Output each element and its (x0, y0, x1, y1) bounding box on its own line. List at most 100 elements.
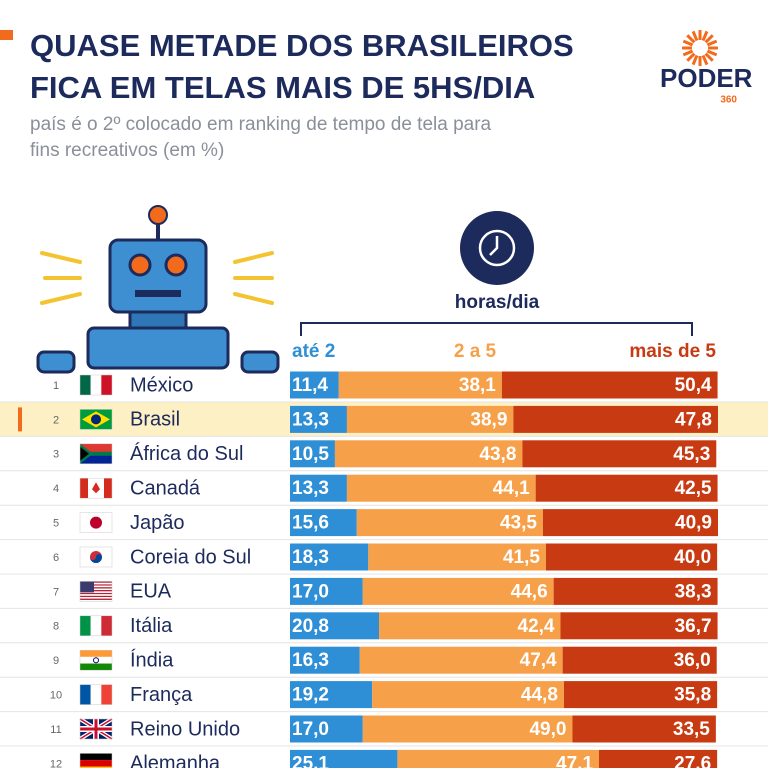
flag (101, 615, 112, 636)
bar-segment (290, 509, 357, 537)
rank: 2 (53, 414, 59, 426)
value-label: 44,6 (511, 581, 548, 602)
logo-icon (682, 30, 718, 66)
title: FICA EM TELAS MAIS DE 5HS/DIA (30, 70, 535, 105)
value-label: 47,1 (556, 753, 593, 768)
flag-icon (79, 512, 113, 533)
country-label: Alemanha (130, 753, 221, 768)
legend-label: 2 a 5 (454, 341, 497, 362)
flag (80, 597, 112, 599)
value-label: 17,0 (292, 719, 329, 740)
accent-bar (0, 30, 13, 40)
flag (80, 684, 91, 705)
country-label: Japão (130, 512, 185, 534)
flag (80, 581, 112, 583)
bar-segment (542, 509, 718, 537)
value-label: 20,8 (292, 616, 329, 637)
value-label: 25,1 (292, 753, 329, 768)
logo-ray (701, 54, 709, 66)
bar-segment (290, 440, 335, 468)
country-label: Brasil (130, 409, 180, 431)
logo: PODER (660, 63, 753, 93)
clock-face (478, 229, 516, 267)
flag (80, 585, 112, 588)
flag (80, 478, 88, 499)
flag (90, 684, 102, 705)
flag (104, 478, 112, 499)
title: QUASE METADE DOS BRASILEIROS (30, 28, 574, 63)
flag (80, 594, 112, 596)
country-label: EUA (130, 581, 172, 603)
country-label: França (130, 684, 193, 706)
flag-border (79, 684, 113, 705)
flag (80, 592, 112, 595)
value-label: 50,4 (675, 375, 712, 396)
flag (80, 375, 91, 395)
flag (93, 657, 99, 664)
value-label: 47,4 (520, 650, 557, 671)
flag-border (79, 649, 113, 671)
bar-segment (535, 474, 718, 502)
value-label: 44,1 (493, 478, 530, 499)
flag (90, 615, 102, 636)
value-label: 19,2 (292, 685, 329, 706)
country-label: Índia (130, 648, 174, 671)
flag-icon (79, 477, 113, 499)
bar-segment (563, 681, 718, 709)
logo-ray (704, 52, 714, 62)
country-label: África do Sul (130, 442, 243, 465)
bar-segment (290, 474, 347, 502)
bar-segment (290, 646, 360, 674)
bar-segment (562, 646, 717, 674)
flag (91, 414, 101, 425)
value-label: 13,3 (292, 409, 329, 430)
legend-label: até 2 (292, 341, 335, 362)
flag (80, 663, 112, 671)
flag-border (79, 443, 113, 465)
rank: 9 (53, 655, 59, 667)
flag (90, 516, 102, 529)
flag-border (79, 718, 113, 740)
logo-sub: 360 (720, 95, 737, 106)
value-label: 16,3 (292, 650, 329, 671)
bar-segment (522, 440, 717, 468)
flag-icon (79, 581, 113, 602)
bracket (300, 322, 693, 336)
flag (80, 587, 112, 589)
flag (80, 588, 112, 590)
subtitle: país é o 2º colocado em ranking de tempo… (30, 114, 492, 135)
value-label: 42,4 (518, 616, 555, 637)
bar-segment (513, 405, 718, 433)
value-label: 18,3 (292, 547, 329, 568)
flag-border (79, 374, 113, 396)
value-label: 38,1 (459, 375, 496, 396)
flag (92, 482, 100, 494)
flag (80, 753, 112, 761)
flag (80, 451, 112, 456)
logo-ray (686, 34, 696, 44)
value-label: 44,8 (521, 685, 558, 706)
value-label: 11,4 (292, 375, 328, 396)
value-label: 17,0 (292, 581, 329, 602)
clock-hands (489, 236, 499, 256)
flag (80, 766, 112, 768)
rank: 8 (53, 621, 59, 633)
bar-segment (379, 612, 561, 640)
flag (80, 453, 112, 464)
value-label: 33,5 (673, 719, 710, 740)
rank: 5 (53, 518, 59, 530)
value-label: 49,0 (529, 719, 566, 740)
flag-icon (79, 753, 113, 768)
value-label: 13,3 (292, 478, 329, 499)
rank: 10 (50, 690, 62, 702)
country-label: Itália (130, 615, 173, 637)
flag (101, 375, 112, 395)
logo-ray (691, 30, 699, 42)
flag (80, 446, 89, 461)
flag (80, 650, 112, 657)
rank: 11 (50, 724, 61, 736)
logo-ray (691, 54, 699, 66)
flag (90, 375, 102, 395)
bar-segment (290, 577, 363, 605)
flag (80, 582, 112, 585)
